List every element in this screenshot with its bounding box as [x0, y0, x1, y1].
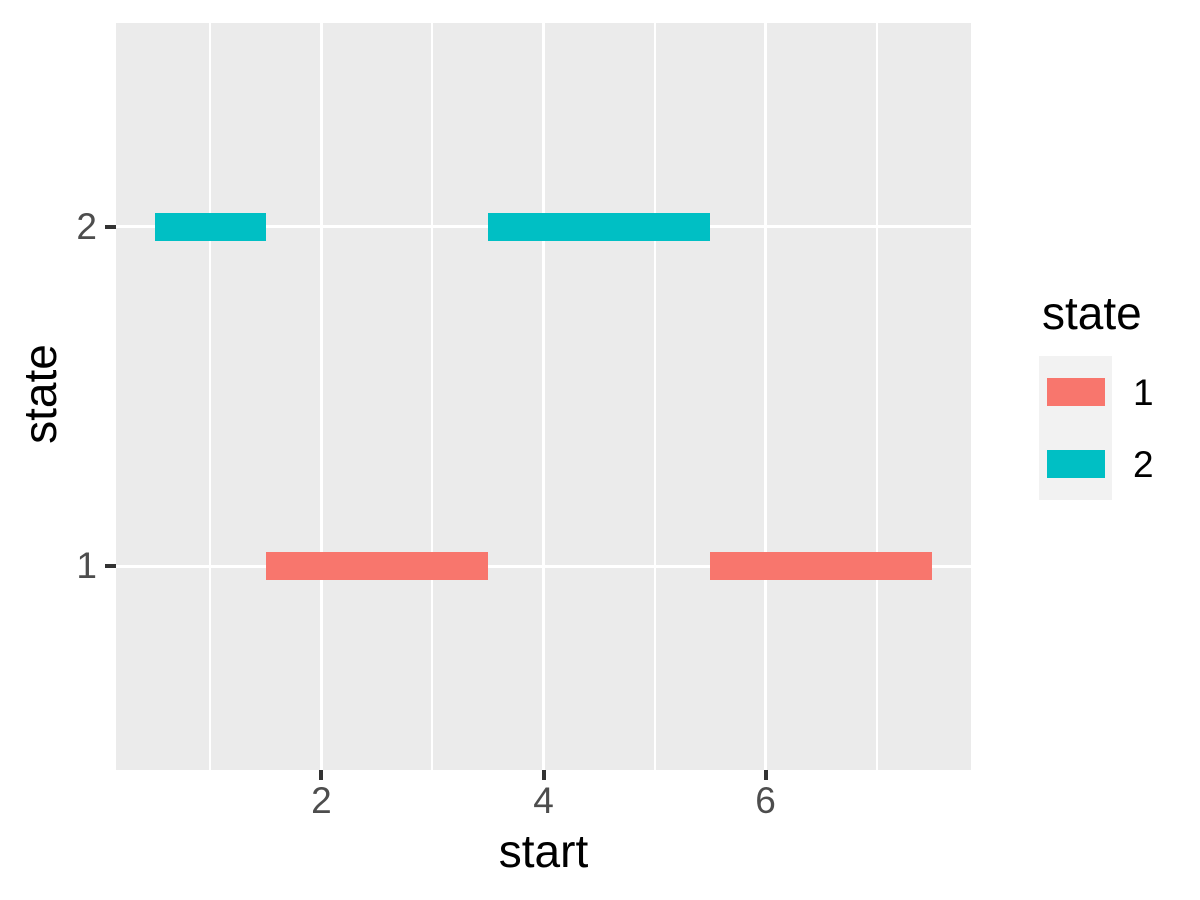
gridline-major-y [116, 564, 971, 568]
gridline-minor-x [653, 23, 656, 770]
x-axis-tick-label: 6 [755, 780, 776, 821]
y-axis-tick [105, 564, 116, 569]
x-axis-tick-label: 4 [533, 780, 554, 821]
bar-segment-state-2 [154, 212, 266, 241]
x-axis-tick-label: 2 [311, 780, 332, 821]
gridline-major-x [764, 23, 768, 770]
bar-segment-state-1 [710, 552, 933, 581]
gridline-major-x [542, 23, 545, 770]
gridline-minor-x [209, 23, 212, 770]
x-axis-tick [763, 770, 768, 780]
gridline-minor-x [431, 23, 434, 770]
x-axis-title: start [498, 825, 589, 877]
bar-segment-state-1 [265, 552, 488, 581]
legend-key [1039, 356, 1112, 428]
y-axis-tick-label: 2 [76, 205, 97, 247]
legend-entry: 2 [1039, 428, 1189, 500]
legend: state 1 2 [1039, 290, 1189, 500]
x-axis-tick [541, 770, 546, 780]
bar-segment-state-2 [487, 212, 711, 241]
gridline-minor-x [875, 23, 878, 770]
legend-entry: 1 [1039, 356, 1189, 428]
y-axis-title: state [14, 344, 66, 444]
plot-panel [116, 23, 971, 770]
legend-entry-label: 1 [1133, 371, 1154, 413]
legend-title: state [1042, 287, 1142, 339]
x-axis-tick [319, 770, 324, 780]
legend-entry-label: 2 [1133, 443, 1154, 485]
y-axis-tick-label: 1 [76, 545, 97, 587]
gridline-major-x [319, 23, 323, 770]
y-axis-tick [105, 224, 116, 229]
legend-key [1039, 428, 1112, 500]
legend-swatch-state-1-icon [1046, 378, 1105, 406]
legend-swatch-state-2-icon [1046, 450, 1105, 478]
